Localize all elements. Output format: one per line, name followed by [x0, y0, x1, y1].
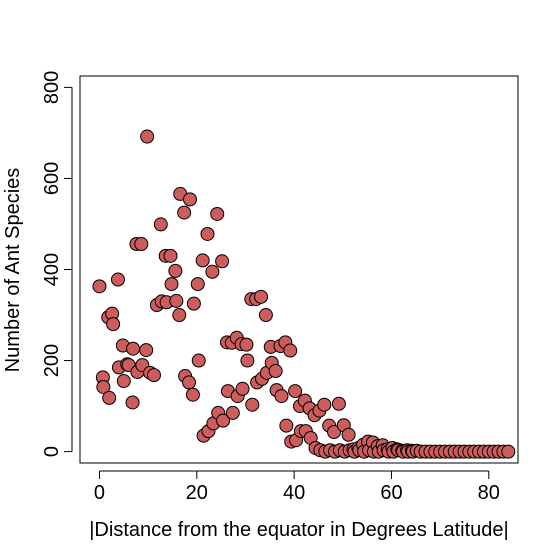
data-point [205, 264, 220, 279]
data-point [182, 192, 197, 207]
y-tick-label: 200 [41, 344, 63, 377]
x-tick-label: 20 [186, 482, 208, 504]
data-point [195, 253, 210, 268]
x-tick-label: 60 [380, 482, 402, 504]
data-point [92, 279, 107, 294]
data-point [139, 343, 154, 358]
data-point [116, 374, 131, 389]
data-point [164, 277, 179, 292]
data-point [106, 317, 121, 332]
data-point [185, 387, 200, 402]
data-point [258, 308, 273, 323]
data-point [146, 368, 161, 383]
data-point [172, 308, 187, 323]
x-tick-label: 40 [283, 482, 305, 504]
data-point [240, 353, 255, 368]
data-point [126, 341, 141, 356]
data-point [190, 277, 205, 292]
data-point [274, 389, 289, 404]
plot-frame [79, 75, 519, 464]
data-point [283, 343, 298, 358]
data-point [110, 272, 125, 287]
data-point [235, 381, 250, 396]
data-point [245, 397, 260, 412]
data-point [191, 353, 206, 368]
data-point [331, 396, 346, 411]
data-point [501, 444, 516, 459]
data-point [177, 205, 192, 220]
x-tick-label: 0 [94, 482, 105, 504]
data-point [239, 337, 254, 352]
data-point [317, 397, 332, 412]
data-point [254, 289, 269, 304]
y-axis-title: Number of Ant Species [2, 168, 24, 373]
data-point [102, 390, 117, 405]
data-point [168, 263, 183, 278]
y-tick-label: 600 [41, 162, 63, 195]
data-point [125, 395, 140, 410]
data-point [225, 405, 240, 420]
y-tick-label: 800 [41, 71, 63, 104]
data-point [216, 413, 231, 428]
data-point [134, 237, 149, 252]
data-point [210, 206, 225, 221]
data-point [288, 384, 303, 399]
data-points [92, 129, 516, 459]
data-point [200, 226, 215, 241]
y-tick-label: 0 [41, 446, 63, 457]
x-axis: 0 20 40 60 80 [94, 470, 500, 504]
data-point [279, 418, 294, 433]
data-point [96, 379, 111, 394]
data-point [327, 425, 342, 440]
x-axis-title: |Distance from the equator in Degrees La… [89, 519, 509, 541]
data-point [153, 217, 168, 232]
data-point [341, 427, 356, 442]
data-point [140, 129, 155, 144]
data-point [182, 375, 197, 390]
y-tick-label: 400 [41, 253, 63, 286]
data-point [163, 248, 178, 263]
x-tick-label: 80 [478, 482, 500, 504]
data-point [268, 364, 283, 379]
data-point [186, 296, 201, 311]
y-axis: 0 200 400 600 800 [41, 71, 73, 457]
data-point [215, 254, 230, 269]
data-point [169, 293, 184, 308]
